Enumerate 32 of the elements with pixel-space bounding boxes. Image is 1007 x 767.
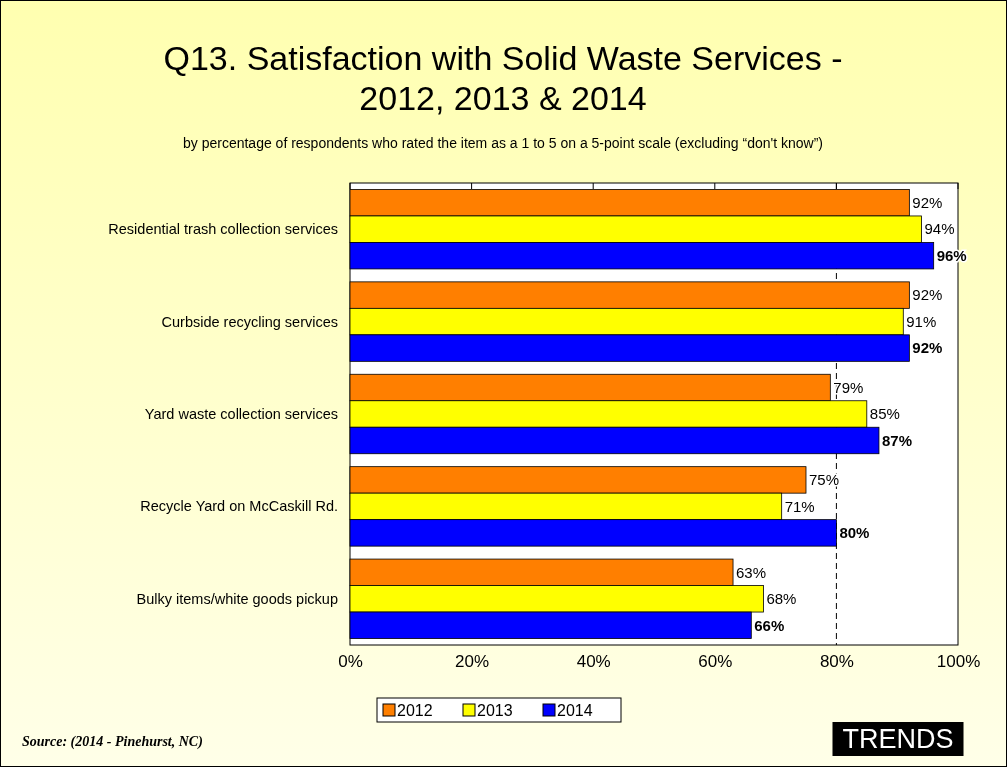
y-tick-label: Residential trash collection services	[108, 221, 338, 238]
legend-label: 2013	[477, 701, 513, 719]
x-tick-label: 60%	[698, 652, 733, 672]
x-tick-label: 20%	[455, 652, 490, 672]
data-label: 92%	[912, 339, 943, 357]
x-tick-label: 40%	[576, 652, 611, 672]
y-tick-label: Recycle Yard on McCaskill Rd.	[140, 498, 338, 515]
data-label: 75%	[809, 471, 840, 489]
data-label: 63%	[736, 563, 767, 581]
data-label: 71%	[784, 497, 815, 515]
chart-title: Q13. Satisfaction with Solid Waste Services - 2012, 2013 & 2014	[163, 39, 843, 117]
data-label: 94%	[924, 220, 955, 238]
legend-label: 2012	[397, 701, 433, 719]
source-note: Source: (2014 - Pinehurst, NC)	[22, 734, 203, 750]
data-label: 91%	[906, 312, 937, 330]
chart-subtitle: by percentage of respondents who rated the item as a 1 to 5 on a 5-point scale (excluding “don't know”)	[182, 135, 824, 151]
data-label: 92%	[912, 286, 943, 304]
x-tick-label: 80%	[819, 652, 854, 672]
data-label: 80%	[839, 524, 870, 542]
y-tick-label: Bulky items/white goods pickup	[136, 590, 338, 607]
data-label: 92%	[912, 193, 943, 211]
data-label: 87%	[881, 431, 912, 449]
x-tick-label: 100%	[936, 652, 981, 672]
data-label: 66%	[754, 616, 785, 634]
data-label: 68%	[766, 590, 797, 608]
x-tick-label: 0%	[338, 652, 363, 672]
legend-label: 2014	[557, 701, 593, 719]
data-label: 85%	[869, 405, 900, 423]
y-tick-label: Curbside recycling services	[161, 313, 338, 330]
y-tick-label: Yard waste collection services	[144, 406, 338, 423]
data-label: 79%	[833, 378, 864, 396]
text: TRENDS	[842, 724, 954, 754]
